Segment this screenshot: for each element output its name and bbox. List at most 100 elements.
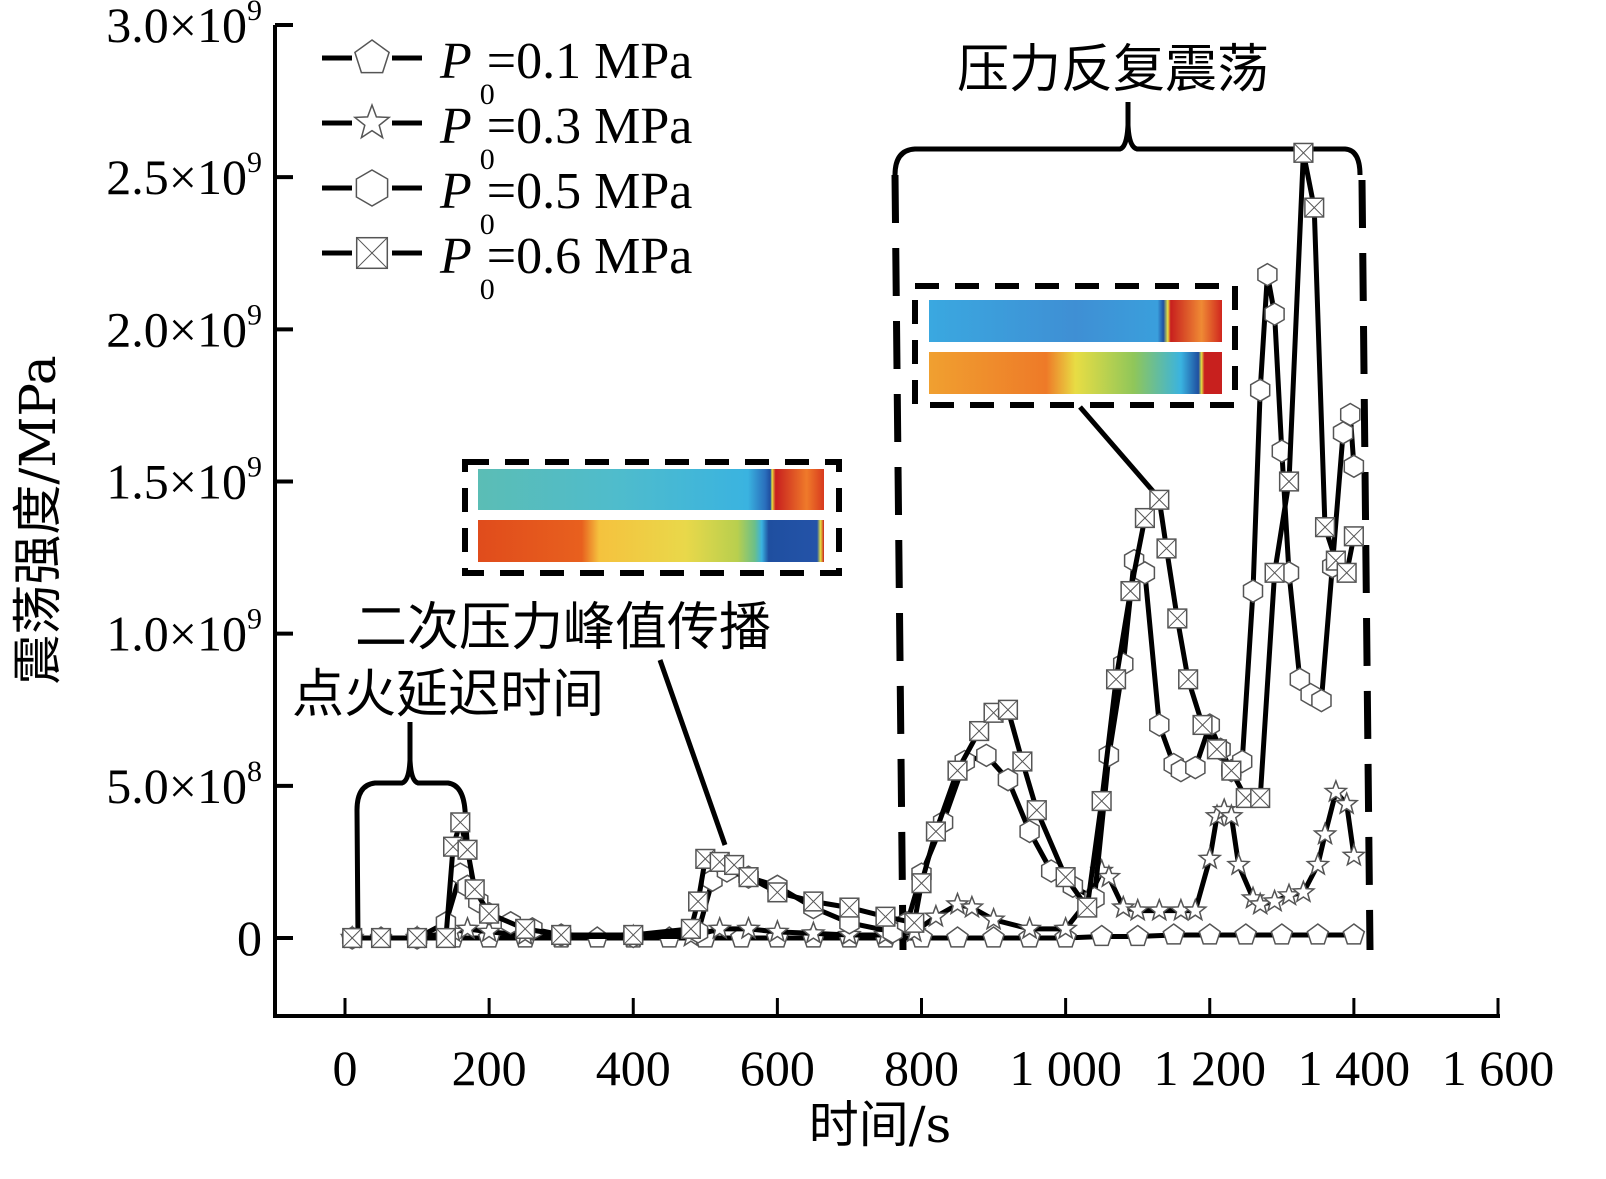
x-tick-label: 1 200 (1154, 1040, 1267, 1096)
data-point-boxcross (947, 760, 968, 781)
data-point-star (1096, 863, 1122, 888)
data-point-boxcross (1343, 526, 1364, 547)
data-point-boxcross (342, 927, 363, 949)
oscillation-bracket (892, 102, 1363, 176)
data-point-star (1125, 897, 1151, 922)
data-point-star (764, 918, 790, 943)
data-point-boxcross (479, 903, 500, 924)
data-point-pentagon (1270, 923, 1294, 945)
data-point-boxcross (680, 918, 701, 939)
series-layer (339, 142, 1367, 950)
y-tick-label: 1.5×109 (106, 451, 262, 510)
data-point-boxcross (1336, 562, 1357, 583)
x-tick-label: 1 600 (1442, 1040, 1555, 1096)
data-point-star (959, 894, 985, 919)
y-tick-label: 3.0×109 (106, 0, 262, 53)
secondary-peak-leader (657, 659, 728, 846)
y-tick-label: 1.0×109 (106, 603, 262, 662)
data-point-boxcross (1250, 787, 1271, 809)
data-point-hexagon (1134, 560, 1156, 585)
data-point-star (1053, 915, 1079, 940)
data-point-boxcross (1167, 608, 1188, 629)
data-point-boxcross (1304, 197, 1325, 218)
data-point-boxcross (875, 906, 896, 927)
data-point-boxcross (1192, 714, 1213, 736)
data-point-pentagon (1234, 923, 1258, 945)
data-point-star (1290, 879, 1316, 903)
data-point-hexagon (1257, 262, 1278, 287)
ignition-delay-bracket (354, 722, 470, 941)
data-point-hexagon (976, 743, 997, 768)
y-tick-label: 0 (237, 910, 262, 966)
legend-item: P0=0.1 MPa (322, 33, 692, 111)
legend-label: P0=0.5 MPa (439, 163, 692, 241)
annotation-graphics (354, 102, 1374, 951)
data-point-boxcross (1178, 669, 1199, 690)
data-point-star (352, 102, 392, 140)
data-point-star (1341, 842, 1367, 867)
data-point-star (1262, 888, 1288, 913)
data-point-boxcross (969, 720, 990, 742)
data-point-boxcross (450, 812, 471, 833)
data-point-boxcross (1293, 142, 1314, 163)
inset-heatmaps (478, 300, 1222, 562)
data-point-boxcross (370, 927, 392, 949)
x-tick-label: 600 (740, 1040, 815, 1096)
data-point-pentagon (1198, 923, 1222, 945)
data-point-boxcross (925, 821, 947, 842)
data-point-star (1226, 851, 1252, 876)
data-point-boxcross (839, 897, 860, 918)
oscillation-left-dashed (891, 174, 907, 951)
data-point-pentagon (946, 926, 969, 948)
data-point-star (1312, 821, 1338, 846)
data-point-hexagon (355, 169, 389, 207)
series-boxcross (342, 142, 1364, 949)
y-tick-label: 2.5×109 (106, 146, 262, 205)
data-point-boxcross (1091, 790, 1112, 812)
legend-label: P0=0.3 MPa (439, 98, 692, 176)
oscillation-right-dashed (1358, 179, 1374, 951)
data-point-pentagon (1090, 924, 1113, 947)
x-ticks: 0 200 400 600 800 1 000 1 200 1 400 1 600 (333, 998, 1555, 1096)
data-point-hexagon (1289, 667, 1311, 692)
data-point-boxcross (1149, 489, 1170, 510)
data-point-hexagon (1249, 378, 1271, 403)
data-point-boxcross (904, 912, 925, 933)
data-point-pentagon (1306, 923, 1330, 945)
data-point-star (707, 915, 733, 940)
data-point-hexagon (1149, 713, 1170, 737)
data-point-pentagon (354, 39, 390, 74)
inset-1-top-heatmap (478, 469, 824, 510)
data-point-star (1218, 803, 1244, 827)
data-point-boxcross (803, 891, 824, 912)
data-point-boxcross (1026, 800, 1047, 821)
data-point-boxcross (688, 891, 709, 912)
data-point-star (1334, 790, 1360, 815)
x-tick-label: 0 (333, 1040, 358, 1096)
y-tick-label: 2.0×109 (106, 298, 262, 357)
data-point-hexagon (997, 767, 1019, 792)
inset-1-bottom-heatmap (478, 520, 824, 562)
data-point-boxcross (464, 879, 485, 900)
axes (273, 25, 1500, 1018)
data-point-boxcross (997, 699, 1019, 720)
legend-item: P0=0.6 MPa (322, 228, 692, 306)
data-point-boxcross (1134, 507, 1155, 529)
data-point-boxcross (1012, 751, 1033, 772)
data-point-pentagon (1342, 923, 1366, 945)
data-point-hexagon (1332, 420, 1354, 445)
data-point-star (476, 918, 502, 943)
data-point-star (1323, 778, 1349, 803)
inset-2-leader (1078, 405, 1167, 507)
data-point-boxcross (1314, 517, 1336, 538)
data-point-boxcross (767, 882, 788, 903)
legend-label: P0=0.1 MPa (439, 33, 692, 111)
data-point-hexagon (1311, 688, 1332, 713)
data-point-boxcross (1055, 867, 1076, 888)
data-point-boxcross (1120, 580, 1141, 602)
inset-2-bottom-heatmap (929, 352, 1222, 394)
data-point-boxcross (623, 924, 644, 946)
data-point-boxcross (355, 236, 389, 270)
data-point-hexagon (1185, 755, 1206, 780)
